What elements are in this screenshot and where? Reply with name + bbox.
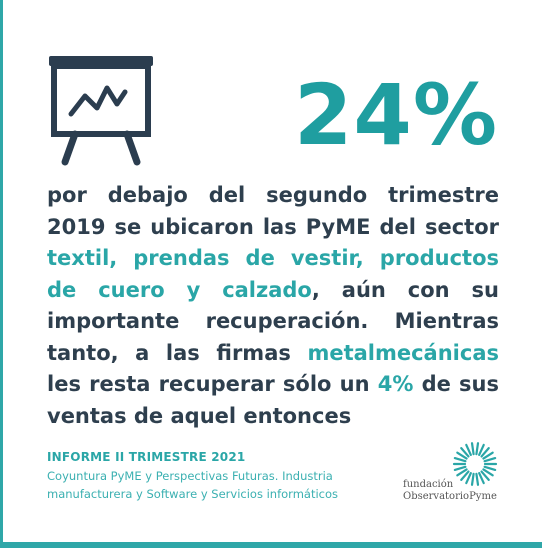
logo-ray <box>456 451 468 460</box>
logo-ray <box>456 468 468 477</box>
logo-ray <box>470 442 475 456</box>
logo-ray <box>453 456 467 463</box>
body-paragraph: por debajo del segundo trimestre 2019 se… <box>47 180 499 432</box>
logo-ray <box>460 470 470 481</box>
logo-ray <box>483 465 497 472</box>
report-title: INFORME II TRIMESTRE 2021 <box>47 450 246 464</box>
logo-ray <box>475 472 480 486</box>
headline-percentage: 24% <box>293 66 498 164</box>
logo-ray <box>480 447 490 458</box>
logo-ray <box>470 472 475 486</box>
bottom-accent-bar <box>0 542 542 548</box>
logo-ray <box>483 456 497 463</box>
logo-ray <box>453 465 467 472</box>
body-text-part: por debajo del segundo trimestre 2019 se… <box>47 183 499 239</box>
logo-ray <box>475 442 480 456</box>
logo-ray <box>480 470 490 481</box>
logo-ray <box>482 468 494 477</box>
body-text-part: de sus ventas de aquel entonces <box>47 372 499 428</box>
body-text-part: les resta recuperar sólo un <box>47 372 378 396</box>
highlight-textile-sector: textil, prendas de vestir, productos de … <box>47 246 499 302</box>
logo-ray <box>482 451 494 460</box>
logo-ray <box>478 471 485 485</box>
presentation-chart-icon <box>49 56 153 166</box>
logo-line-2: ObservatorioPyme <box>403 491 497 502</box>
foundation-logo-text: fundación ObservatorioPyme <box>403 479 503 503</box>
body-text-part: , aún con su importante recuperación. Mi… <box>47 277 499 365</box>
highlight-percentage: 4% <box>377 372 414 396</box>
logo-ray <box>465 471 472 485</box>
report-description: Coyuntura PyME y Perspectivas Futuras. I… <box>47 469 338 501</box>
highlight-metalworking: metalmecánicas <box>307 340 499 365</box>
left-accent-edge <box>0 0 3 548</box>
sunburst-logo-icon <box>452 442 498 486</box>
logo-ray <box>465 443 472 456</box>
logo-line-1: fundación <box>403 479 454 490</box>
logo-ray <box>460 447 470 458</box>
logo-ray <box>478 443 485 456</box>
